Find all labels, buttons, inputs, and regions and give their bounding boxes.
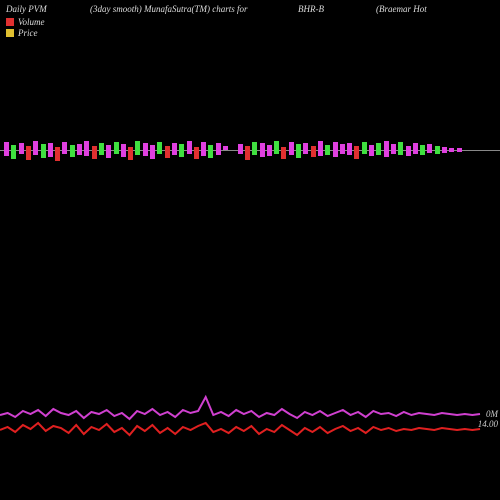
candle-bar — [384, 141, 389, 157]
end-label-bottom: 14.00 — [478, 420, 498, 428]
candle-bar — [398, 142, 403, 155]
candle-bar — [201, 142, 206, 156]
candle-chart — [0, 130, 500, 170]
candle-bar — [135, 141, 140, 155]
legend-price: Price — [6, 27, 45, 38]
red-line — [0, 423, 480, 435]
candle-bar — [172, 143, 177, 155]
candle-bar — [435, 146, 440, 154]
legend-volume-label: Volume — [18, 17, 45, 27]
candle-bar — [33, 141, 38, 155]
candle-bar — [92, 146, 97, 159]
candle-bar — [442, 147, 447, 153]
candle-bar — [267, 145, 272, 156]
candle-bar — [121, 144, 126, 157]
candle-bar — [289, 142, 294, 155]
candle-bar — [99, 143, 104, 155]
line-chart-svg — [0, 385, 500, 445]
candle-bar — [362, 142, 367, 154]
end-label-top: 0M — [486, 410, 498, 418]
candle-bar — [449, 148, 454, 152]
line-chart — [0, 385, 500, 445]
volume-swatch — [6, 18, 14, 26]
candle-bar — [48, 143, 53, 157]
candle-bar — [325, 145, 330, 155]
candle-bar — [41, 144, 46, 158]
candle-bar — [187, 141, 192, 154]
candle-bar — [281, 147, 286, 159]
candle-bar — [84, 141, 89, 156]
candle-bar — [150, 145, 155, 159]
candle-bar — [457, 148, 462, 152]
candle-bar — [391, 144, 396, 154]
candle-bar — [311, 146, 316, 157]
candle-bar — [376, 143, 381, 155]
candle-bar — [296, 144, 301, 158]
header-left: Daily PVM — [6, 4, 47, 14]
candle-bar — [318, 141, 323, 156]
candle-bar — [208, 145, 213, 158]
candle-bar — [11, 145, 16, 159]
candle-bar — [420, 145, 425, 155]
candle-bar — [260, 143, 265, 157]
candle-bar — [223, 146, 228, 150]
candle-bar — [413, 143, 418, 154]
candle-bar — [427, 144, 432, 153]
candle-bar — [26, 146, 31, 160]
candle-bar — [194, 147, 199, 159]
candle-bar — [303, 143, 308, 154]
header-right: (Braemar Hot — [376, 4, 427, 14]
candle-bar — [77, 144, 82, 155]
candle-bar — [238, 144, 243, 154]
candle-bar — [70, 145, 75, 157]
candle-bar — [216, 143, 221, 155]
candle-bar — [19, 143, 24, 154]
magenta-line — [0, 397, 480, 419]
candle-bar — [252, 142, 257, 155]
candle-bar — [333, 142, 338, 157]
header-mid: (3day smooth) MunafaSutra(TM) charts for — [90, 4, 248, 14]
candle-bar — [128, 147, 133, 160]
candle-bar — [406, 146, 411, 156]
price-swatch — [6, 29, 14, 37]
candle-bar — [369, 145, 374, 156]
candle-bar — [62, 142, 67, 154]
candle-bar — [245, 146, 250, 160]
candle-bar — [143, 143, 148, 156]
candle-bar — [4, 142, 9, 156]
legend-volume: Volume — [6, 16, 45, 27]
candle-bar — [354, 146, 359, 159]
candle-bar — [179, 144, 184, 157]
candle-bar — [165, 146, 170, 158]
candle-bar — [347, 143, 352, 155]
candle-bar — [340, 144, 345, 154]
header-ticker: BHR-B — [298, 4, 324, 14]
candle-bar — [157, 142, 162, 154]
candle-bar — [55, 147, 60, 161]
legend-price-label: Price — [18, 28, 38, 38]
candle-bar — [106, 145, 111, 158]
candle-bar — [114, 142, 119, 154]
candle-bar — [274, 141, 279, 154]
legend: Volume Price — [6, 16, 45, 38]
